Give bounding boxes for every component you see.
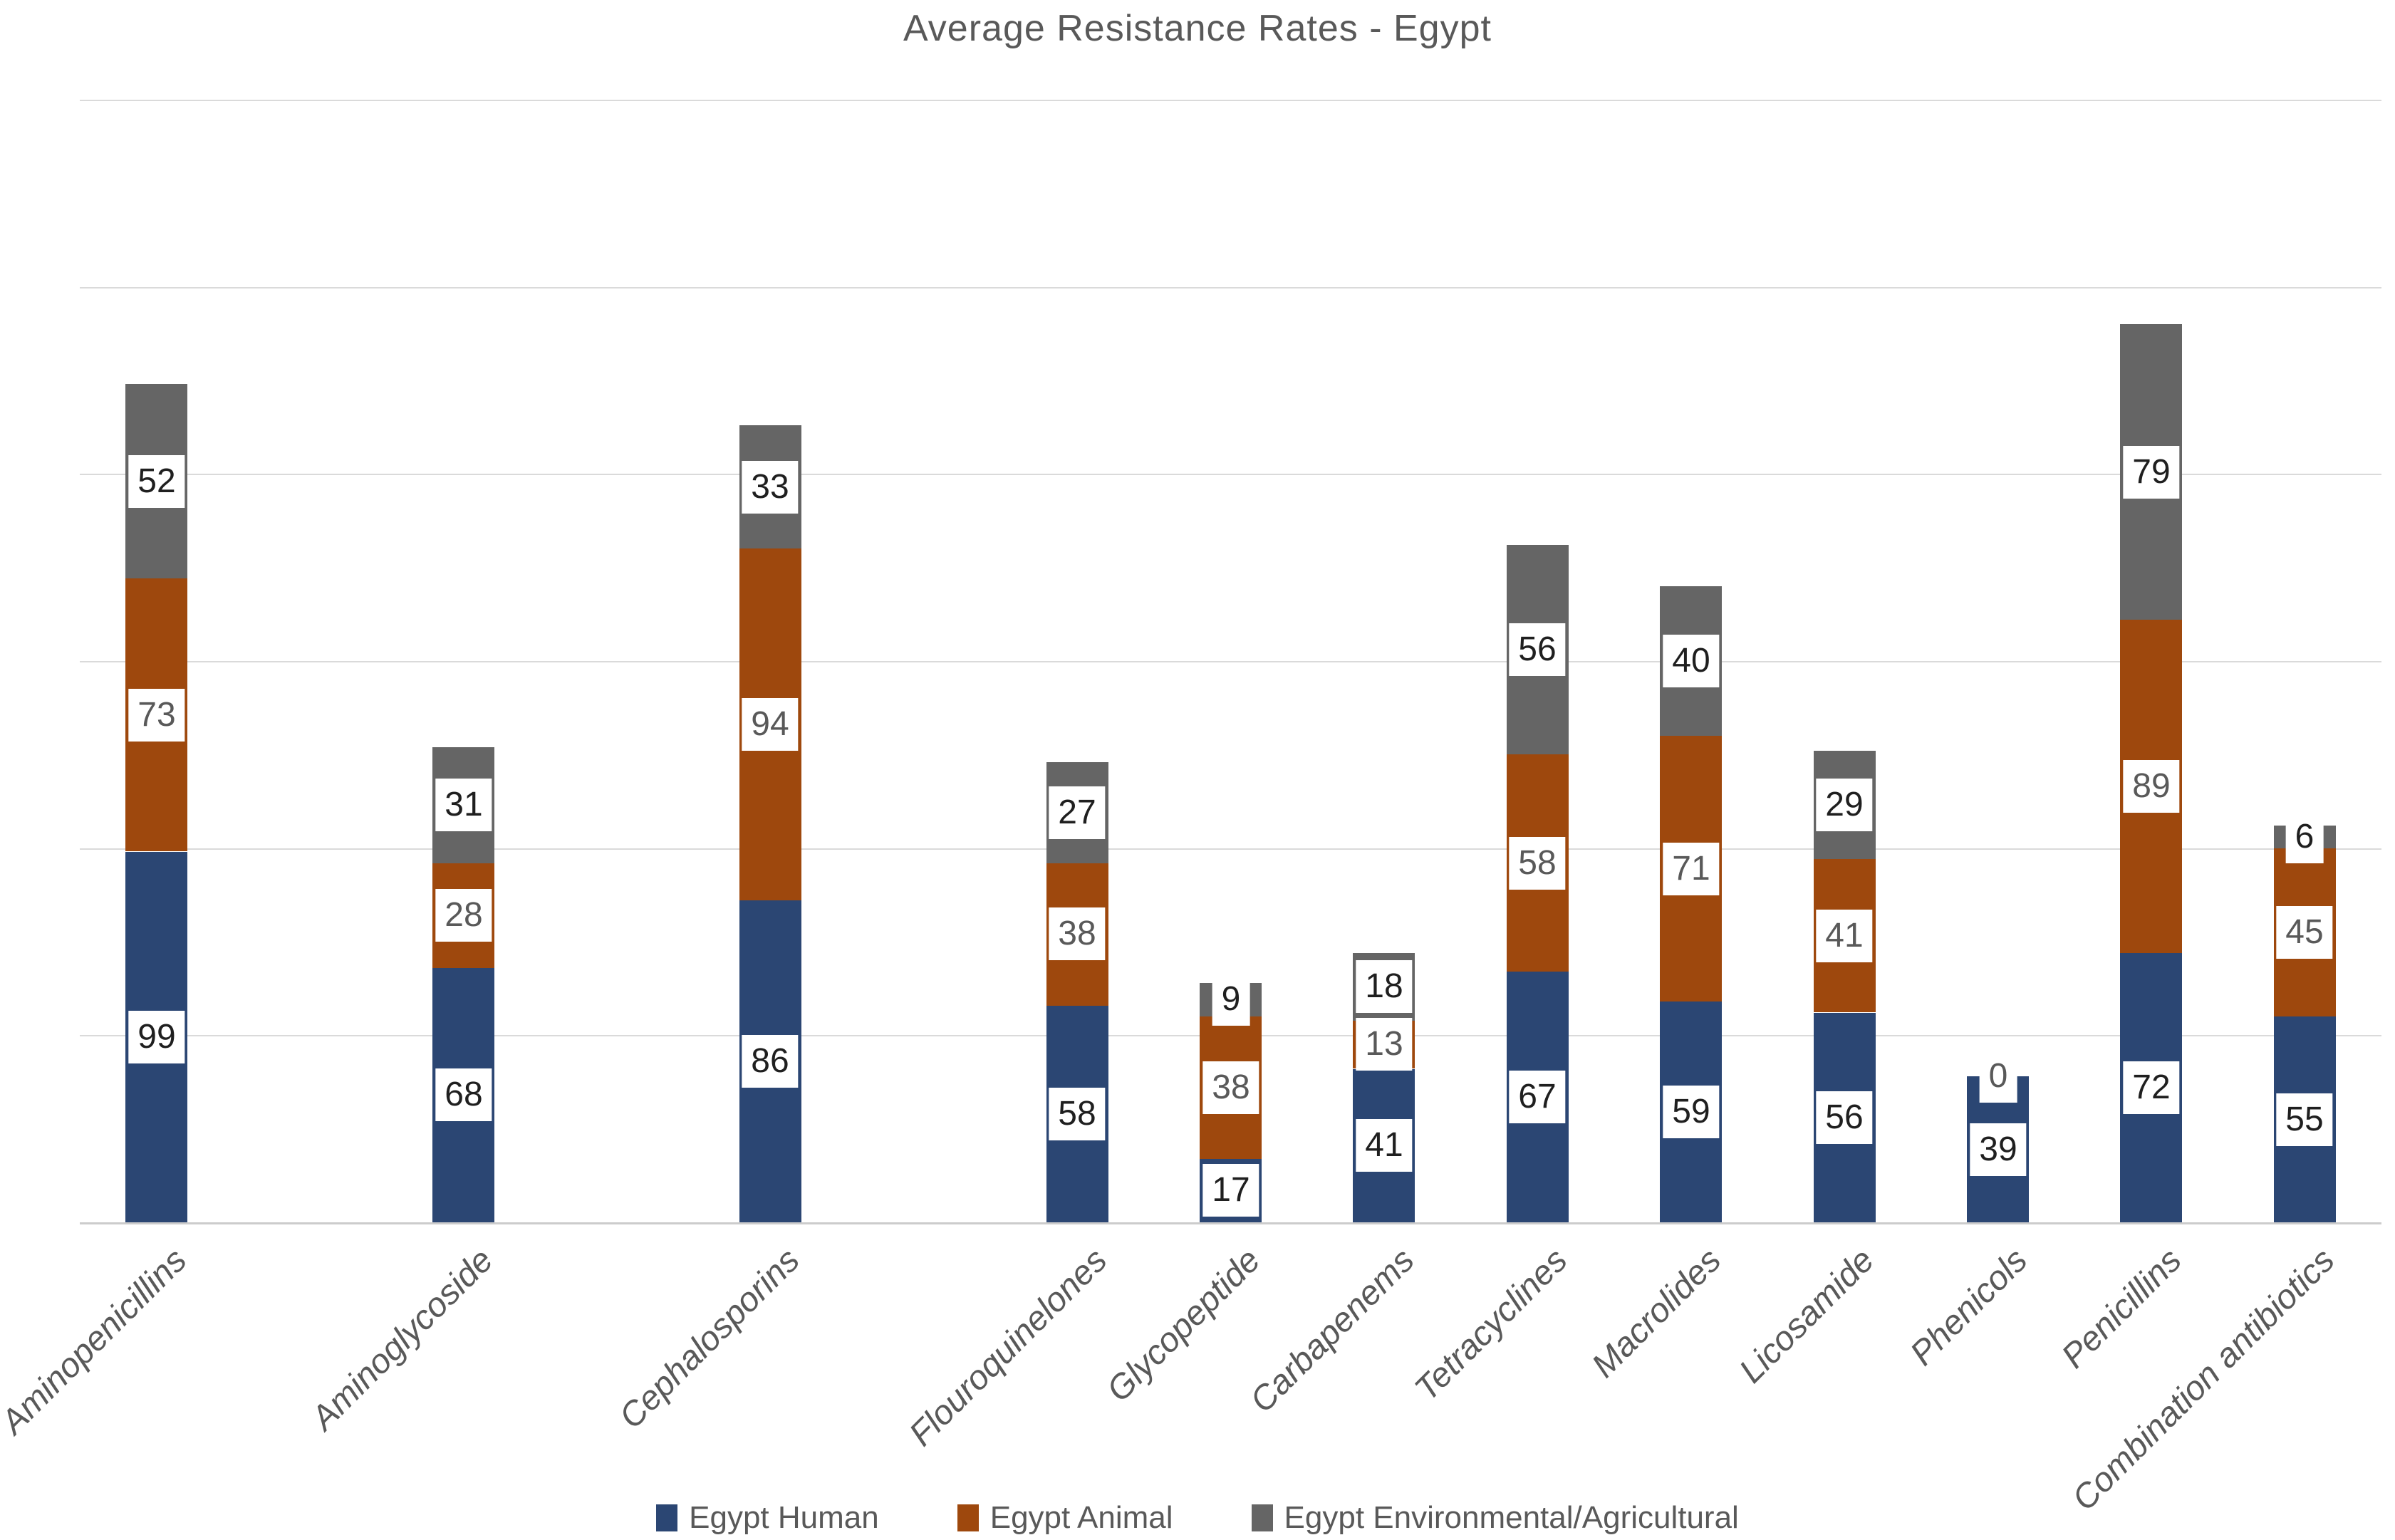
- data-label: 45: [2276, 906, 2333, 959]
- data-label: 94: [742, 698, 799, 751]
- data-label: 52: [128, 455, 185, 508]
- gridline: [80, 661, 2381, 662]
- category-label: Carbapenems: [1242, 1241, 1422, 1420]
- data-label: 41: [1816, 910, 1873, 962]
- legend-swatch: [1251, 1504, 1273, 1531]
- category-label: Cephalosporins: [612, 1241, 808, 1437]
- legend-label: Egypt Animal: [989, 1500, 1173, 1535]
- data-label: 40: [1663, 635, 1720, 687]
- category-label: Flouroquinelones: [902, 1241, 1115, 1454]
- data-label: 33: [742, 461, 799, 514]
- category-label: Aminoglycoside: [303, 1241, 501, 1437]
- data-label: 73: [128, 689, 185, 742]
- gridline: [80, 848, 2381, 850]
- legend-item: Egypt Human: [656, 1500, 879, 1536]
- data-label: 89: [2123, 760, 2180, 813]
- data-label: 29: [1816, 779, 1873, 831]
- legend-item: Egypt Environmental/Agricultural: [1251, 1500, 1739, 1536]
- category-label: Glycopeptide: [1099, 1241, 1268, 1410]
- category-label: Phenicols: [1903, 1241, 2035, 1373]
- data-label: 72: [2123, 1061, 2180, 1114]
- legend-item: Egypt Animal: [957, 1500, 1173, 1536]
- data-label: 55: [2276, 1093, 2333, 1146]
- data-label: 67: [1509, 1071, 1566, 1123]
- data-label: 13: [1356, 1018, 1413, 1071]
- legend-swatch: [957, 1504, 979, 1531]
- gridline: [80, 287, 2381, 288]
- data-label: 0: [1979, 1050, 2017, 1103]
- data-label: 56: [1816, 1091, 1873, 1144]
- gridline: [80, 474, 2381, 475]
- data-label: 58: [1049, 1088, 1106, 1140]
- data-label: 6: [2285, 811, 2324, 863]
- data-label: 38: [1049, 907, 1106, 960]
- data-label: 31: [435, 779, 492, 831]
- data-label: 79: [2123, 446, 2180, 499]
- chart-legend: Egypt Human Egypt Animal Egypt Environment…: [0, 1500, 2395, 1536]
- data-label: 41: [1356, 1119, 1413, 1172]
- category-label: Combination antibiotics: [2064, 1241, 2342, 1519]
- legend-label: Egypt Environmental/Agricultural: [1284, 1500, 1739, 1535]
- data-label: 38: [1202, 1061, 1259, 1114]
- data-label: 58: [1509, 837, 1566, 890]
- category-label: Licosamide: [1732, 1241, 1882, 1390]
- category-label: Penicillins: [2054, 1241, 2189, 1376]
- category-label: Tetracyclines: [1407, 1241, 1575, 1409]
- data-label: 39: [1970, 1123, 2027, 1176]
- legend-label: Egypt Human: [689, 1500, 879, 1535]
- data-label: 28: [435, 889, 492, 942]
- data-label: 18: [1356, 960, 1413, 1013]
- data-label: 17: [1202, 1164, 1259, 1217]
- data-label: 9: [1212, 973, 1250, 1026]
- data-label: 86: [742, 1035, 799, 1088]
- data-label: 99: [128, 1011, 185, 1063]
- data-label: 71: [1663, 843, 1720, 895]
- gridline: [80, 100, 2381, 101]
- data-label: 27: [1049, 786, 1106, 839]
- x-axis-line: [80, 1222, 2381, 1224]
- category-label: Aminopenicillins: [0, 1241, 194, 1442]
- chart-title: Average Resistance Rates - Egypt: [903, 8, 1492, 49]
- data-label: 56: [1509, 623, 1566, 676]
- legend-swatch: [656, 1504, 678, 1531]
- data-label: 68: [435, 1068, 492, 1121]
- category-label: Macrolides: [1584, 1241, 1729, 1385]
- data-label: 59: [1663, 1086, 1720, 1138]
